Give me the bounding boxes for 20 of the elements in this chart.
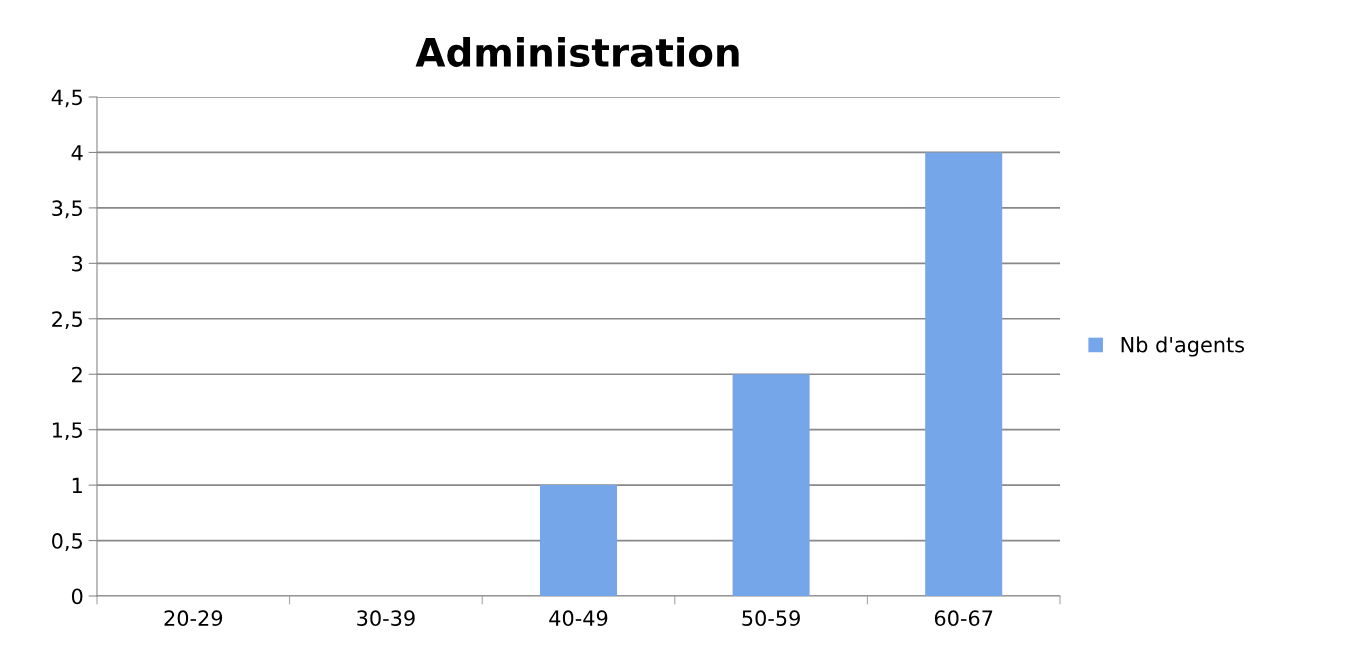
x-tick-label: 40-49	[549, 610, 608, 627]
y-tick-label: 0,5	[52, 533, 82, 551]
y-tick-label: 4,5	[51, 89, 82, 108]
y-tick-label: 4	[71, 145, 83, 161]
bar	[732, 374, 810, 596]
y-tick-label: 2,5	[52, 311, 82, 330]
chart-title: Administration	[415, 36, 739, 67]
y-tick-label: 3	[72, 255, 83, 272]
y-tick-label: 0	[71, 588, 83, 605]
bar	[925, 152, 1003, 596]
x-tick-label: 50-59	[742, 610, 800, 627]
y-tick-label: 2	[72, 366, 82, 383]
y-tick-label: 3,5	[52, 200, 82, 219]
x-tick-label: 60-67	[934, 610, 993, 627]
y-tick-label: 1	[72, 477, 82, 494]
legend-label: Nb d'agents	[1121, 336, 1245, 357]
x-tick-label: 20-29	[164, 610, 223, 627]
x-tick-label: 30-39	[357, 610, 415, 627]
bar	[539, 485, 618, 596]
y-tick-label: 1,5	[52, 422, 82, 440]
